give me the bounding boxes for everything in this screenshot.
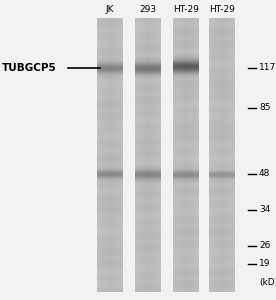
Text: TUBGCP5: TUBGCP5 (2, 63, 57, 73)
Text: 34: 34 (259, 206, 270, 214)
Text: (kD): (kD) (259, 278, 276, 286)
Text: 48: 48 (259, 169, 270, 178)
Text: 19: 19 (259, 260, 270, 268)
Text: 85: 85 (259, 103, 270, 112)
Text: 26: 26 (259, 242, 270, 250)
Text: JK: JK (106, 5, 114, 14)
Text: HT-29: HT-29 (173, 5, 199, 14)
Text: 117: 117 (259, 64, 276, 73)
Text: HT-29: HT-29 (209, 5, 235, 14)
Text: 293: 293 (139, 5, 156, 14)
